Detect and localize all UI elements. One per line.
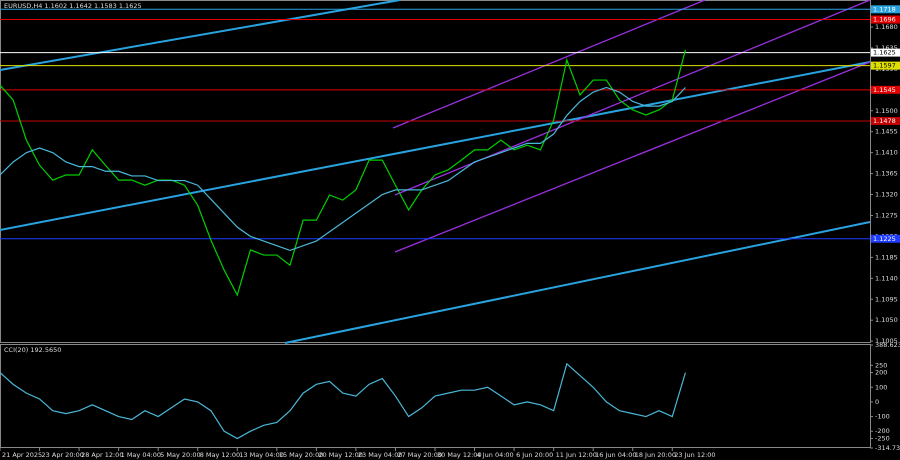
- y-tick-label: 1.1635: [875, 44, 898, 52]
- x-tick-label: 1 May 04:00: [121, 451, 161, 459]
- channel-line: [392, 0, 706, 129]
- x-tick-label: 30 May 12:00: [437, 451, 482, 459]
- cci-title: CCI(20) 192.5650: [4, 346, 61, 354]
- level-label: 1.1597: [873, 62, 896, 70]
- level-label: 1.1478: [873, 117, 896, 125]
- series-line: [0, 49, 687, 297]
- y-tick-label: 1.1005: [875, 337, 898, 345]
- channel-line: [394, 61, 871, 253]
- x-tick-label: 6 Jun 20:00: [516, 451, 553, 459]
- y-tick-label: 0: [875, 398, 879, 406]
- y-tick-label: -314.7341: [875, 444, 900, 452]
- y-tick-label: 1.1275: [875, 211, 898, 219]
- y-tick-label: -100: [875, 413, 890, 421]
- y-tick-label: 1.1365: [875, 170, 898, 178]
- x-tick-label: 23 Jun 12:00: [674, 451, 715, 459]
- y-tick-label: 1.1455: [875, 128, 898, 136]
- level-label: 1.1545: [873, 86, 896, 94]
- y-tick-label: 1.1680: [875, 23, 898, 31]
- x-tick-label: 28 Apr 12:00: [81, 451, 123, 459]
- y-tick-label: 1.1185: [875, 253, 898, 261]
- x-tick-label: 5 May 20:00: [160, 451, 200, 459]
- trend-line: [0, 0, 401, 71]
- x-tick-label: 11 Jun 12:00: [556, 451, 597, 459]
- level-box: [871, 61, 900, 70]
- level-box: [871, 85, 900, 94]
- trend-line: [284, 221, 871, 344]
- x-tick-label: 4 Jun 04:00: [477, 451, 514, 459]
- x-tick-label: 15 May 20:00: [279, 451, 324, 459]
- y-tick-label: 1.1500: [875, 107, 898, 115]
- level-label: 1.1625: [873, 49, 896, 57]
- x-tick-label: 27 May 20:00: [397, 451, 442, 459]
- level-label: 1.1225: [873, 235, 896, 243]
- level-label: 1.1718: [873, 5, 896, 13]
- main-frame: [0, 0, 871, 343]
- cci-frame: [0, 344, 871, 448]
- x-tick-label: 16 Jun 04:00: [595, 451, 636, 459]
- y-tick-label: 1.1410: [875, 149, 898, 157]
- y-tick-label: 1.1095: [875, 295, 898, 303]
- series-line: [0, 362, 687, 440]
- x-tick-label: 18 Jun 20:00: [635, 451, 676, 459]
- level-box: [871, 117, 900, 126]
- level-box: [871, 234, 900, 243]
- x-tick-label: 23 Apr 20:00: [42, 451, 84, 459]
- level-box: [871, 5, 900, 14]
- x-tick-label: 8 May 12:00: [200, 451, 240, 459]
- x-tick-label: 13 May 04:00: [239, 451, 284, 459]
- y-tick-label: 1.1140: [875, 274, 898, 282]
- level-box: [871, 15, 900, 24]
- y-tick-label: 200: [875, 369, 887, 377]
- x-tick-label: 23 May 04:00: [358, 451, 403, 459]
- y-tick-label: 1.1050: [875, 316, 898, 324]
- level-box: [871, 48, 900, 57]
- series-line: [0, 86, 686, 252]
- y-tick-label: -200: [875, 427, 890, 435]
- y-tick-label: 250: [875, 361, 887, 369]
- y-tick-label: 388.6237: [875, 341, 900, 349]
- x-tick-label: 21 Apr 2025: [2, 451, 42, 459]
- y-tick-label: 100: [875, 383, 887, 391]
- y-tick-label: -250: [875, 435, 890, 443]
- y-tick-label: 1.1320: [875, 191, 898, 199]
- header: EURUSD,H4 1.1602 1.1642 1.1583 1.1625: [4, 2, 142, 10]
- x-tick-label: 20 May 12:00: [318, 451, 363, 459]
- level-label: 1.1696: [873, 16, 896, 24]
